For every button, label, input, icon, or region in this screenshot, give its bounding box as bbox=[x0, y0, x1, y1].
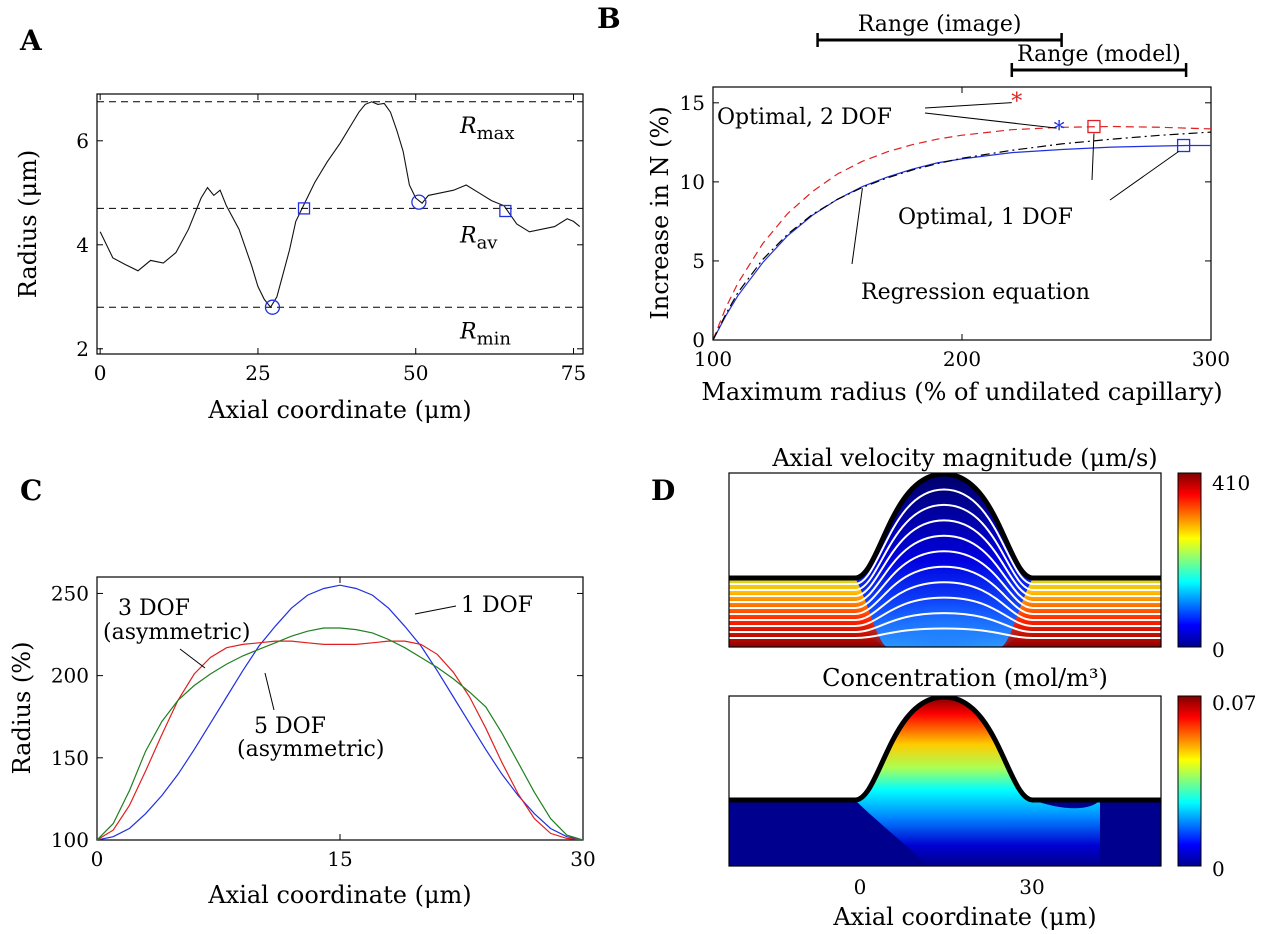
annotation-optimal-1dof: Optimal, 1 DOF bbox=[898, 205, 1073, 230]
leader-line bbox=[179, 648, 206, 669]
panel-a-ytick-label: 2 bbox=[76, 337, 89, 361]
leader-line bbox=[1109, 151, 1179, 201]
square-marker bbox=[1176, 138, 1191, 153]
panel-c-ytick-label: 150 bbox=[51, 746, 89, 770]
panel-b-xlabel: Maximum radius (% of undilated capillary… bbox=[701, 378, 1222, 406]
star-marker: * bbox=[1011, 90, 1022, 115]
panel-a-ytick-label: 6 bbox=[76, 129, 89, 153]
concentration-frame bbox=[728, 695, 1162, 867]
annotation-3dof: 3 DOF bbox=[118, 596, 190, 621]
circle-marker bbox=[264, 299, 281, 315]
panel-label-c: C bbox=[20, 474, 42, 507]
series-dashdot-line bbox=[713, 131, 1211, 340]
panel-a-ytick-label: 4 bbox=[76, 233, 89, 257]
streamline bbox=[729, 503, 1161, 591]
streamline bbox=[729, 596, 1161, 627]
panel-c-xtick-label: 0 bbox=[91, 847, 104, 871]
radius-profile-line bbox=[99, 101, 581, 309]
panel-d-top-title: Axial velocity magnitude (μm/s) bbox=[771, 444, 1157, 472]
panel-a-xlabel: Axial coordinate (μm) bbox=[207, 396, 471, 424]
panel-label-d: D bbox=[651, 474, 675, 507]
streamline bbox=[729, 519, 1161, 597]
panel-a-xtick-label: 25 bbox=[245, 361, 270, 385]
annotation-5dof-sub: (asymmetric) bbox=[237, 737, 384, 762]
panel-a-frame bbox=[96, 93, 584, 355]
panel-c-xtick-label: 30 bbox=[570, 847, 595, 871]
series-line bbox=[97, 627, 583, 840]
panel-c-xlabel: Axial coordinate (μm) bbox=[207, 881, 471, 909]
velocity-cmin-label: 0 bbox=[1212, 638, 1225, 662]
panel-c-xtick-label: 15 bbox=[327, 847, 352, 871]
panel-b-ytick-label: 0 bbox=[692, 328, 705, 352]
star-marker: * bbox=[1054, 118, 1065, 143]
panel-label-b: B bbox=[597, 2, 621, 35]
streamline bbox=[729, 581, 1161, 621]
panel-a-radius-profile: 0 25 50 75 2 4 6 Rmax Rav Rmin Axial coordinate … bbox=[14, 93, 586, 424]
streamline bbox=[729, 550, 1161, 609]
panel-a-ylabel: Radius (μm) bbox=[14, 150, 42, 298]
streamline bbox=[729, 612, 1161, 633]
panel-c-ylabel: Radius (%) bbox=[8, 642, 36, 775]
panel-b-increase-in-n: 100 200 300 0 5 10 15 * * Range (image) Range (m… bbox=[646, 12, 1230, 406]
panel-b-xtick-label: 200 bbox=[943, 347, 981, 371]
panel-b-ytick-label: 15 bbox=[680, 91, 705, 115]
velocity-colorbar bbox=[1177, 472, 1202, 648]
streamline bbox=[729, 488, 1161, 585]
square-marker bbox=[1087, 119, 1101, 134]
panel-d-xtick-label: 30 bbox=[1019, 875, 1044, 899]
panel-a-xtick-label: 50 bbox=[403, 361, 428, 385]
concentration-colorbar bbox=[1177, 695, 1202, 867]
leader-line bbox=[851, 188, 863, 265]
annotation-3dof-sub: (asymmetric) bbox=[103, 620, 250, 645]
series-line bbox=[97, 584, 583, 840]
panel-b-ytick-label: 10 bbox=[680, 170, 705, 194]
panel-b-xtick-label: 100 bbox=[694, 347, 732, 371]
concentration-cmax-label: 0.07 bbox=[1212, 691, 1257, 715]
panel-c-ytick-label: 200 bbox=[51, 664, 89, 688]
concentration-cmin-label: 0 bbox=[1212, 857, 1225, 881]
panel-b-xtick-label: 300 bbox=[1192, 347, 1230, 371]
leader-line bbox=[414, 605, 457, 615]
ref-label-r-min: Rmin bbox=[459, 320, 511, 350]
concentration-heatmap bbox=[729, 696, 1161, 866]
square-marker bbox=[297, 202, 311, 215]
leader-line bbox=[924, 102, 1012, 109]
leader-line bbox=[1091, 133, 1095, 181]
range-label: Range (model) bbox=[1017, 42, 1181, 67]
velocity-cmax-label: 410 bbox=[1212, 471, 1250, 495]
annotation-regression: Regression equation bbox=[861, 280, 1090, 305]
annotation-optimal-2dof: Optimal, 2 DOF bbox=[717, 105, 892, 130]
range-label: Range (image) bbox=[858, 12, 1022, 37]
streamline bbox=[729, 565, 1161, 615]
panel-label-a: A bbox=[19, 24, 43, 57]
annotation-5dof: 5 DOF bbox=[254, 714, 326, 739]
panel-a-xtick-label: 75 bbox=[561, 361, 586, 385]
square-marker bbox=[499, 204, 512, 218]
series-dashed-line bbox=[713, 125, 1211, 340]
velocity-heatmap bbox=[729, 473, 1161, 647]
streamline bbox=[729, 534, 1161, 603]
circle-marker bbox=[411, 194, 427, 210]
ref-label-r-max: Rmax bbox=[459, 114, 515, 144]
panel-d-fields: Axial velocity magnitude (μm/s) Concentr… bbox=[728, 444, 1257, 931]
panel-c-ytick-label: 250 bbox=[51, 581, 89, 605]
panel-d-bottom-title: Concentration (mol/m³) bbox=[822, 664, 1108, 692]
annotation-1dof: 1 DOF bbox=[461, 593, 533, 618]
panel-d-xlabel: Axial coordinate (μm) bbox=[832, 903, 1096, 931]
panel-b-ylabel: Increase in N (%) bbox=[646, 106, 674, 319]
leader-line bbox=[924, 112, 1057, 129]
leader-line bbox=[264, 672, 275, 711]
streamline bbox=[729, 627, 1161, 639]
panel-d-xtick-label: 0 bbox=[854, 875, 867, 899]
ref-label-r-av: Rav bbox=[459, 223, 498, 253]
series-solid-line bbox=[713, 144, 1211, 340]
panel-c-ytick-label: 100 bbox=[51, 828, 89, 852]
velocity-frame bbox=[728, 472, 1162, 648]
panel-a-xtick-label: 0 bbox=[94, 361, 107, 385]
panel-b-ytick-label: 5 bbox=[692, 249, 705, 273]
